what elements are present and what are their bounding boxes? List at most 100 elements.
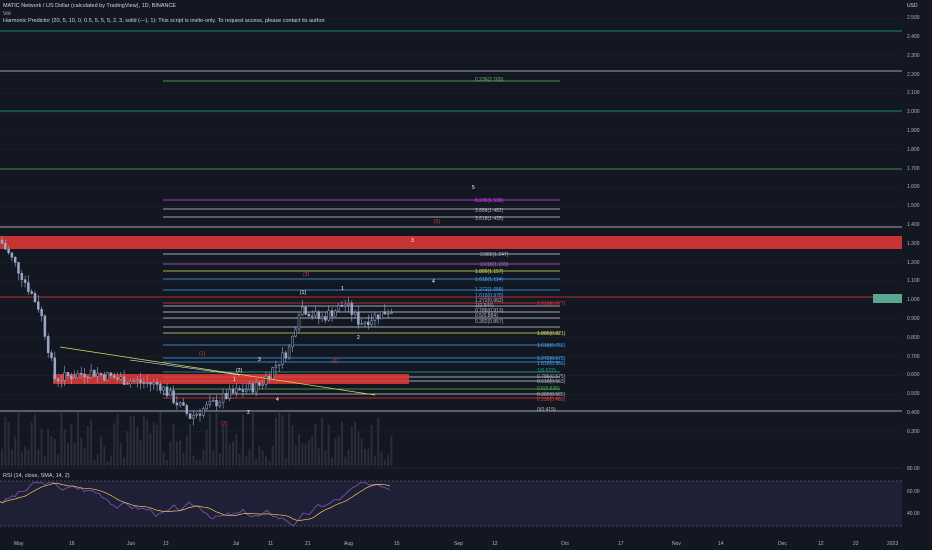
fib-label: 0.5(0.884): [475, 313, 498, 319]
volume-bar: [367, 448, 370, 466]
volume-bar: [383, 459, 386, 466]
candle-body: [53, 357, 57, 380]
trend-line[interactable]: [59, 346, 376, 396]
volume-bar: [113, 423, 116, 466]
price-tick: 0.500: [907, 391, 920, 398]
candle-body: [10, 252, 14, 258]
volume-bar: [100, 436, 102, 466]
volume-bar: [20, 451, 23, 466]
time-tick: Jun: [127, 541, 136, 547]
candle-body: [83, 373, 86, 378]
candle-body: [13, 257, 17, 263]
candle-body: [380, 311, 383, 320]
candle-body: [304, 306, 307, 315]
rsi-line: [0, 482, 391, 526]
pattern-point-label: (3): [303, 272, 310, 278]
candle-body: [149, 382, 152, 385]
volume-bar: [334, 438, 337, 466]
rsi-tick: 80.00: [907, 466, 920, 472]
pattern-leg[interactable]: [129, 359, 241, 376]
volume-bar: [175, 441, 178, 466]
volume-bar: [37, 449, 40, 466]
candle-body: [248, 383, 251, 390]
time-axis[interactable]: May 16 Jun 13 Jul 11 21 Aug 15 Sep 12 Oct 17 Nov 14 Dec…: [0, 538, 902, 550]
volume-bar: [136, 427, 139, 466]
support-zone[interactable]: [53, 374, 409, 384]
fib-label: 1.886(1.157): [475, 269, 504, 275]
price-tick: 1.000: [907, 297, 920, 304]
volume-bar: [225, 425, 228, 466]
volume-bar: [63, 428, 66, 466]
volume-bar: [34, 414, 36, 466]
volume-bar: [162, 452, 165, 466]
indicator-notice: Harmonic Predictor (20, 5, 10, 0, 0.5, 5…: [3, 18, 326, 24]
fib-label: 3.618(1.199): [480, 262, 509, 268]
candle-body: [347, 302, 350, 306]
candle-body: [360, 323, 363, 325]
currency-label: USD: [907, 3, 918, 9]
candle-body: [284, 352, 288, 359]
volume-bar: [7, 421, 10, 466]
candle-body: [363, 321, 367, 325]
resistance-zone[interactable]: [0, 236, 902, 249]
volume-bar: [304, 444, 307, 466]
price-tick: 2.500: [907, 15, 920, 22]
pattern-point-label: 3: [258, 357, 261, 363]
time-tick: 21: [305, 541, 311, 547]
volume-bar: [192, 455, 195, 466]
pattern-point-label: 2: [247, 410, 250, 416]
time-tick: 22: [853, 541, 859, 547]
price-axis[interactable]: USD 2.500 2.400 2.300 2.200 2.100 2.000 1.900 1…: [902, 0, 932, 538]
volume-bar: [288, 413, 291, 466]
pattern-point-label: 5: [472, 185, 475, 191]
candle-body: [320, 316, 324, 319]
candle-body: [93, 369, 96, 377]
pattern-point-label: (4): [332, 359, 339, 365]
volume-bar: [57, 454, 60, 466]
pattern-point-label: 1: [341, 286, 344, 292]
candle-body: [46, 336, 50, 353]
volume-bar: [103, 446, 106, 466]
volume-bar: [354, 421, 357, 466]
price-tick: 1.600: [907, 184, 920, 191]
volume-bar: [215, 412, 218, 466]
time-tick: 17: [618, 541, 624, 547]
price-tick: 0.600: [907, 372, 920, 379]
volume-bar: [152, 421, 155, 466]
volume-bar: [96, 453, 99, 466]
price-chart[interactable]: [0, 0, 902, 538]
volume-bar: [47, 428, 50, 466]
volume-bar: [255, 458, 258, 466]
time-tick: 13: [163, 541, 169, 547]
volume-bar: [324, 449, 327, 466]
volume-bar: [228, 444, 231, 466]
volume-bar: [212, 450, 215, 466]
volume-bar: [370, 424, 373, 466]
volume-bar: [93, 459, 96, 466]
fib-label: 3.886(1.482): [475, 208, 504, 214]
candle-body: [264, 376, 268, 385]
pattern-point-label: 2: [357, 335, 360, 341]
volume-bar: [235, 434, 238, 466]
volume-bar: [80, 437, 83, 466]
fib-label: 1.618(1.114): [475, 277, 503, 283]
price-tick: 1.100: [907, 278, 920, 285]
volume-bar: [291, 425, 294, 466]
candle-body: [376, 314, 380, 320]
pattern-point-label: 3: [411, 238, 414, 244]
time-tick: 11: [268, 541, 274, 547]
candle-body: [182, 402, 185, 406]
candle-body: [268, 376, 271, 380]
volume-bar: [281, 415, 284, 466]
candle-body: [225, 393, 228, 400]
candle-body: [198, 413, 202, 416]
volume-bar: [73, 443, 76, 466]
time-tick: Jul: [233, 541, 240, 547]
price-tick: 1.400: [907, 222, 920, 228]
rsi-tick: 60.00: [907, 489, 920, 495]
volume-bar: [27, 449, 30, 466]
volume-bar: [4, 417, 7, 466]
volume-bar: [30, 422, 33, 466]
volume-bar: [373, 456, 376, 466]
